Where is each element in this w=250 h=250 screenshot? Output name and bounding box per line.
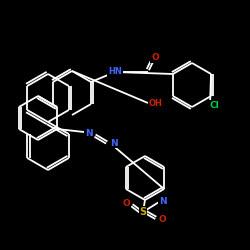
Text: S: S: [140, 207, 146, 217]
Text: N: N: [85, 128, 93, 138]
Text: Cl: Cl: [209, 100, 219, 110]
Text: OH: OH: [149, 98, 163, 108]
Text: HN: HN: [108, 68, 122, 76]
Text: O: O: [122, 198, 130, 207]
Text: N: N: [159, 198, 167, 206]
Text: O: O: [158, 216, 166, 224]
Text: N: N: [110, 138, 118, 147]
Text: O: O: [151, 54, 159, 62]
